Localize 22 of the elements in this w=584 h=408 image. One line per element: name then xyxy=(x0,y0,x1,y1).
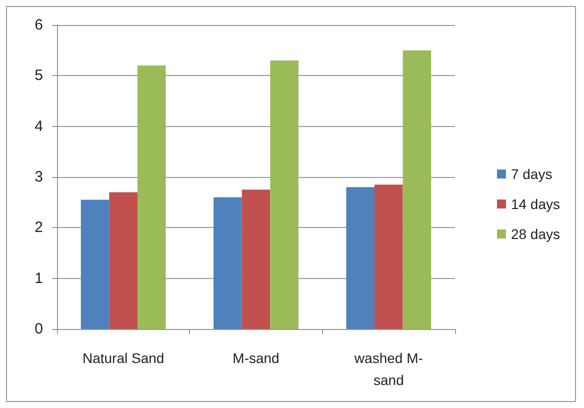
legend-label: 28 days xyxy=(510,226,560,242)
y-tick-label: 1 xyxy=(34,270,43,287)
bar xyxy=(270,60,298,329)
x-tick-label: M-sand xyxy=(232,350,280,366)
legend-label: 7 days xyxy=(510,166,552,182)
x-tick-label: washed M- sand xyxy=(353,350,424,388)
bar xyxy=(346,187,375,329)
bar xyxy=(80,200,110,329)
bar xyxy=(137,66,166,329)
bar xyxy=(374,184,403,329)
bar xyxy=(402,50,432,329)
bar xyxy=(242,190,270,329)
y-tick-label: 4 xyxy=(34,118,43,135)
x-tick-label: Natural Sand xyxy=(82,350,164,366)
y-tick-label: 0 xyxy=(34,320,43,338)
y-tick-label: 5 xyxy=(34,67,43,84)
bar xyxy=(109,192,138,329)
y-tick-label: 6 xyxy=(34,16,43,34)
legend-label: 14 days xyxy=(510,196,560,212)
y-tick-label: 3 xyxy=(34,168,43,186)
bar xyxy=(214,197,242,329)
y-tick-label: 2 xyxy=(34,219,43,236)
